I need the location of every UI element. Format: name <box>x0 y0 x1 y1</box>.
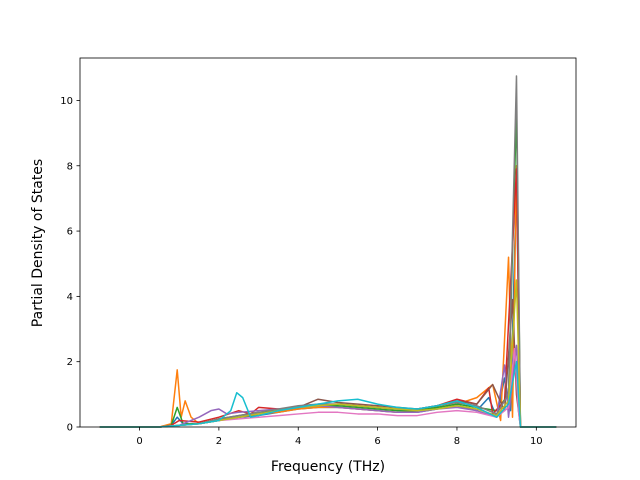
axes-layer: 0 2 4 6 8 10 0 2 4 6 8 10 <box>60 57 577 447</box>
x-tick-label: 4 <box>295 436 301 447</box>
x-tick-label: 0 <box>136 436 142 447</box>
series-line-9 <box>99 279 557 428</box>
x-tick-label: 8 <box>454 436 460 447</box>
series-layer <box>99 75 557 428</box>
series-line-3 <box>99 109 557 428</box>
y-tick-label: 0 <box>67 423 73 434</box>
plot-frame <box>79 57 577 428</box>
y-axis-title: Partial Density of States <box>30 159 46 327</box>
series-line-4 <box>99 168 557 428</box>
x-tick-label: 2 <box>216 436 222 447</box>
y-tick-label: 4 <box>67 292 73 303</box>
y-tick-label: 10 <box>60 96 73 107</box>
series-line-8 <box>99 75 557 428</box>
y-tick-label: 8 <box>67 161 73 172</box>
x-axis-title: Frequency (THz) <box>271 459 385 475</box>
y-tick-label: 2 <box>67 357 73 368</box>
y-tick-label: 6 <box>67 227 73 238</box>
series-line-10 <box>99 360 557 428</box>
series-line-5 <box>99 344 557 428</box>
series-line-2 <box>99 165 557 428</box>
x-tick-label: 6 <box>374 436 380 447</box>
x-tick-label: 10 <box>530 436 543 447</box>
